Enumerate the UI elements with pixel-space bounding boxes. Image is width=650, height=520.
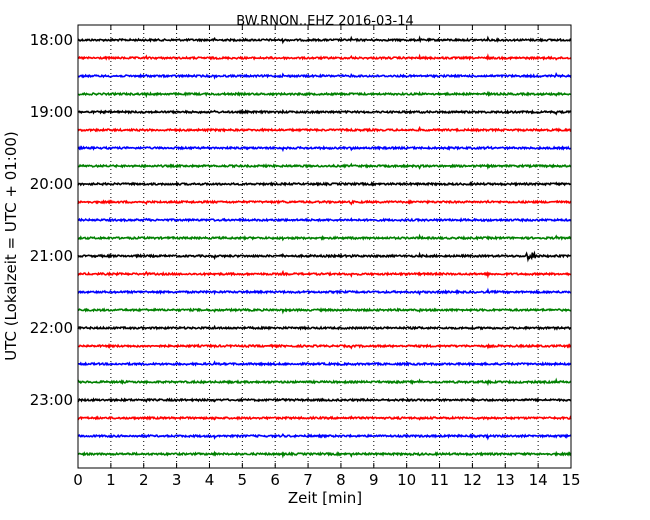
- x-tick-label-3: 3: [172, 471, 182, 489]
- x-tick-label-6: 6: [270, 471, 280, 489]
- y-tick-label-2200: 22:00: [30, 319, 73, 337]
- trace-2300: [77, 397, 572, 403]
- plot-frame: [77, 24, 572, 469]
- y-axis: 18:00 19:00 20:00 21:00 22:00 23:00: [30, 31, 571, 409]
- trace-1815: [77, 53, 572, 61]
- trace-2200: [77, 324, 572, 331]
- trace-2045: [77, 233, 572, 242]
- x-tick-label-13: 13: [496, 471, 515, 489]
- x-tick-label-7: 7: [303, 471, 313, 489]
- y-tick-label-1900: 19:00: [30, 103, 73, 121]
- trace-1945: [77, 162, 572, 170]
- trace-1830: [77, 72, 572, 80]
- trace-2145: [77, 307, 572, 315]
- chart-title: BW.RNON..EHZ 2016-03-14: [236, 14, 414, 29]
- x-tick-label-9: 9: [369, 471, 379, 489]
- x-tick-label-15: 15: [561, 471, 580, 489]
- x-tick-label-11: 11: [430, 471, 449, 489]
- x-axis: 0 1 2 3 4 5 6 7 8 9 10 11 12 13 14 15: [73, 25, 581, 489]
- x-axis-label: Zeit [min]: [288, 489, 362, 507]
- trace-1845: [77, 90, 572, 99]
- x-tick-label-5: 5: [238, 471, 248, 489]
- y-tick-label-2000: 20:00: [30, 175, 73, 193]
- trace-2115: [77, 269, 572, 279]
- trace-1915: [77, 125, 572, 133]
- trace-2030: [77, 217, 572, 223]
- trace-2345: [77, 450, 572, 459]
- x-tick-label-0: 0: [73, 471, 83, 489]
- x-tick-label-10: 10: [397, 471, 416, 489]
- trace-2330: [77, 432, 572, 441]
- trace-2100: [77, 250, 572, 263]
- y-tick-label-1800: 18:00: [30, 31, 73, 49]
- trace-1800: [77, 35, 572, 45]
- trace-2000: [77, 181, 572, 187]
- trace-2245: [77, 377, 572, 387]
- trace-2015: [77, 199, 572, 206]
- x-tick-label-2: 2: [139, 471, 149, 489]
- x-tick-label-14: 14: [529, 471, 548, 489]
- trace-1900: [77, 108, 572, 116]
- y-axis-label: UTC (Lokalzeit = UTC + 01:00): [2, 131, 20, 361]
- trace-2215: [77, 342, 572, 350]
- x-tick-label-12: 12: [463, 471, 482, 489]
- traces-group: [77, 35, 572, 459]
- trace-2315: [77, 415, 572, 421]
- trace-1930: [77, 145, 572, 153]
- x-tick-label-8: 8: [336, 471, 346, 489]
- trace-2130: [77, 287, 572, 296]
- y-tick-label-2100: 21:00: [30, 247, 73, 265]
- x-tick-label-1: 1: [106, 471, 116, 489]
- trace-2230: [77, 360, 572, 367]
- y-tick-label-2300: 23:00: [30, 391, 73, 409]
- x-tick-label-4: 4: [205, 471, 215, 489]
